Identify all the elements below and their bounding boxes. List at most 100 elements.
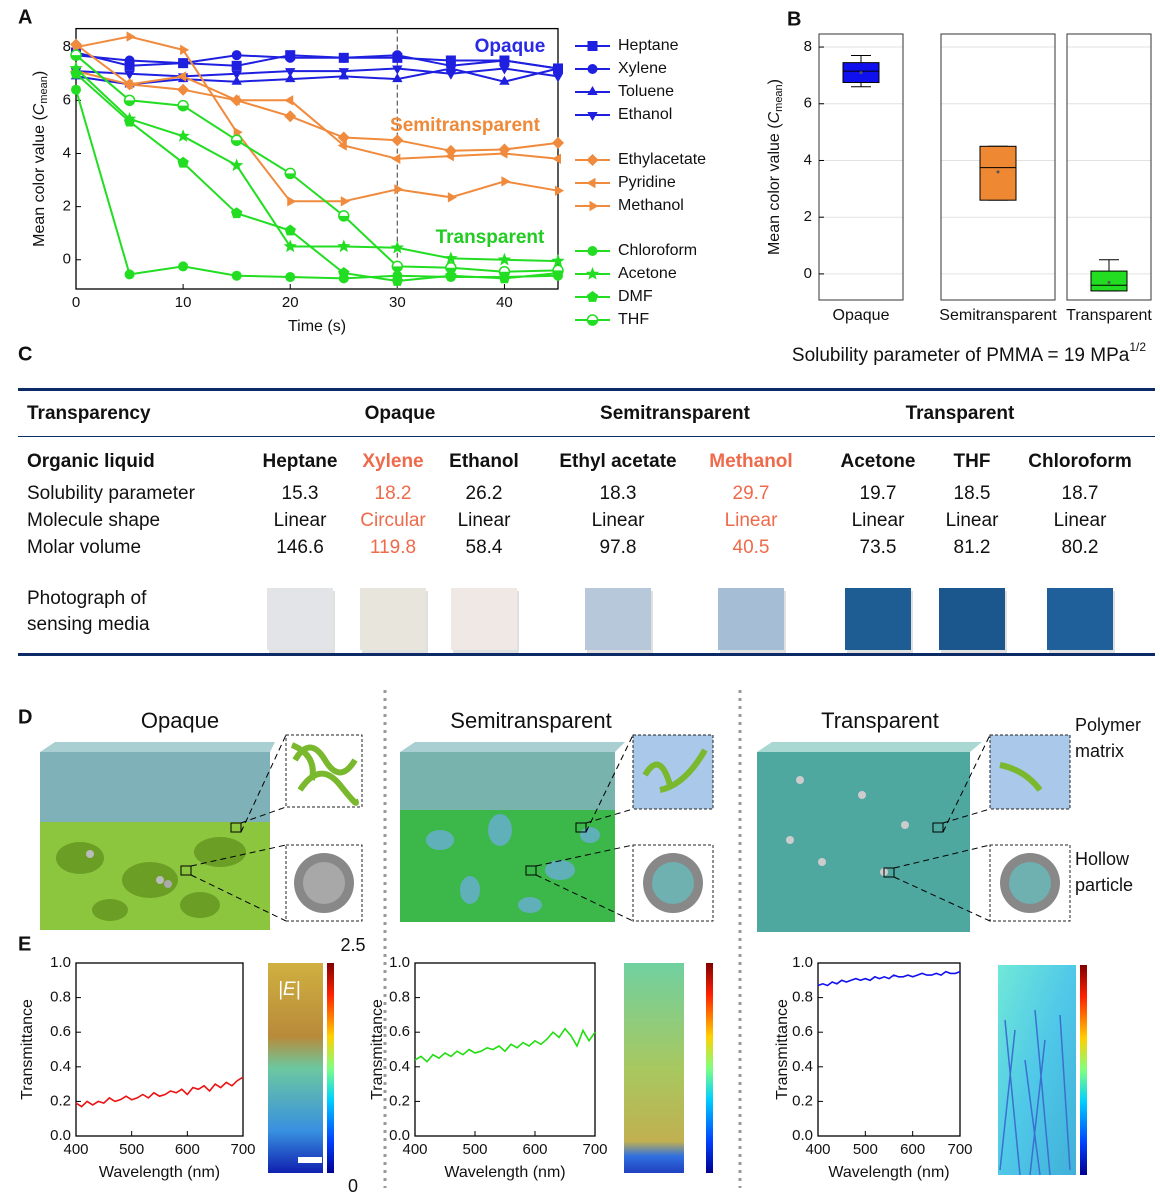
table-title-part: Solubility parameter of PMMA = 19 MPa [792,345,1130,366]
marker-half [71,55,81,61]
x-axis-label: Wavelength (nm) [828,1164,949,1181]
y-tick-label: 0.0 [792,1127,813,1144]
y-axis-label: Transmittance [19,999,36,1100]
diagram-shapes [40,690,1071,1188]
marker [392,73,403,83]
y-tick-label: 0.2 [792,1092,813,1109]
rule [18,388,1155,391]
marker [285,52,296,63]
marker [231,75,242,85]
marker [586,291,599,302]
liquid-name: Acetone [841,451,916,472]
cell: Linear [946,510,999,531]
y-tick-label: 0.8 [389,989,410,1006]
data-line [75,51,559,70]
cell: 26.2 [466,483,503,504]
y-tick-label: 0.8 [792,989,813,1006]
liquid-name: Methanol [709,451,792,472]
legend-label: Ethanol [618,106,672,123]
legend-label: Pyridine [618,174,676,191]
y-tick-label: 0 [63,251,71,268]
marker [283,239,297,253]
x-axis-label: Time (s) [288,318,346,335]
cell: Linear [1054,510,1107,531]
marker [284,95,294,106]
x-tick-label: 10 [175,294,192,311]
data-line [75,1076,244,1108]
photo [585,588,651,650]
marker [70,49,82,61]
panel-label: D [18,706,32,728]
plot-frame [940,33,1056,301]
y-tick-label: 4 [804,151,812,168]
text-box: Photograph of sensing media [27,588,150,635]
rule [18,436,1155,437]
marker [498,265,511,278]
marker [394,184,404,195]
cell: Circular [360,510,426,531]
x-tick-label: 400 [63,1141,88,1158]
y-axis-label-part: ) [31,71,48,76]
legend-label: Toluene [618,83,674,100]
row-label: Photograph of sensing media [27,588,150,635]
marker [124,269,135,280]
cell: 18.2 [375,483,412,504]
x-tick-label: 400 [805,1141,830,1158]
marker [177,71,187,82]
cell: 29.7 [733,483,770,504]
y-axis-label-part: ) [766,79,783,84]
marker [337,140,347,151]
panel-label: C [18,343,32,365]
x-tick-label: 30 [389,294,406,311]
x-tick-label: 20 [282,294,299,311]
legend-label: Heptane [618,37,679,54]
text-box: Polymer matrix [1075,715,1142,761]
cell: 18.5 [954,483,991,504]
table-header: Opaque [365,403,436,424]
liquid-name: Heptane [263,451,338,472]
diagram-legend: Hollow particle [1075,849,1134,895]
text-box: Hollow particle [1075,849,1134,895]
plot-frame [75,27,559,290]
marker [230,207,243,219]
marker [340,196,350,207]
cell: 58.4 [466,537,503,558]
y-axis-label-part: C [31,103,48,115]
marker [177,156,189,168]
marker [391,153,401,164]
x-tick-label: 600 [522,1141,547,1158]
marker [555,185,564,196]
x-axis-label: Wavelength (nm) [444,1164,565,1181]
marker [391,134,404,147]
y-axis-label-part: mean [38,76,50,104]
marker [70,67,82,79]
marker [177,83,190,96]
marker [587,112,598,121]
table-header: Transparency [27,403,151,424]
marker [498,148,508,159]
y-tick-label: 0.6 [50,1023,71,1040]
x-tick-label: 500 [853,1141,878,1158]
diagram-legend: Polymer matrix [1075,715,1142,761]
table-title: Solubility parameter of PMMA = 19 MPa1/2 [792,340,1146,366]
plot-frame [817,962,961,1137]
x-tick-label: Semitransparent [939,307,1057,324]
x-tick-label: 500 [119,1141,144,1158]
y-tick-label: 2 [804,208,812,225]
marker [284,167,296,180]
plot-frame [414,962,596,1137]
marker [444,150,454,162]
data-line [817,970,961,987]
y-tick-label: 2 [63,198,71,215]
marker [176,129,190,142]
marker [445,261,457,274]
marker [445,62,457,72]
marker-half [587,320,598,325]
marker [338,52,349,63]
y-tick-label: 0.2 [389,1092,410,1109]
photo [360,588,426,650]
y-tick-label: 6 [63,91,71,108]
marker-half [285,173,296,179]
marker-half [499,271,510,277]
legend-label: Ethylacetate [618,151,706,168]
